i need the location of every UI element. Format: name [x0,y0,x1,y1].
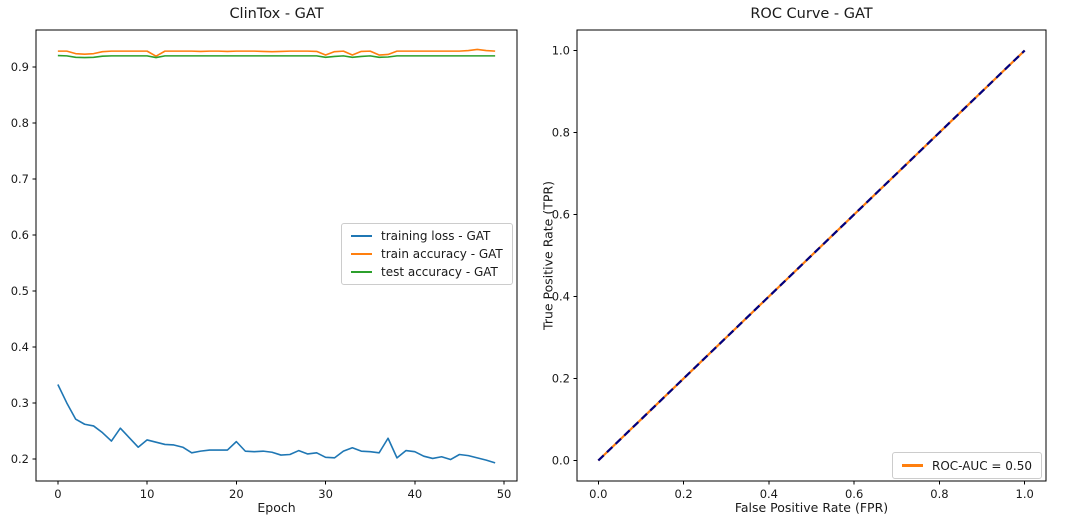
series-line [57,48,496,57]
legend-entry: ROC-AUC = 0.50 [901,457,1032,474]
x-tick-label: 10 [140,487,155,501]
legend-label: train accuracy - GAT [381,247,503,261]
plot-border [35,29,518,482]
x-tick-label: 0.0 [589,487,607,501]
y-tick-label: 0.8 [552,126,570,140]
tpr-axis-label: True Positive Rate (TPR) [540,181,556,330]
plot-border [576,29,1047,482]
y-tick-label: 0.8 [11,116,29,130]
x-tick-label: 40 [408,487,423,501]
x-tick-label: 0 [54,487,61,501]
y-tick-label: 0.5 [11,284,29,298]
legend-swatch [351,270,372,274]
legend-swatch [351,252,372,256]
x-tick-label: 0.4 [760,487,778,501]
y-tick-label: 0.6 [552,208,570,222]
legend-entry: training loss - GAT [351,228,503,244]
series-line [57,384,496,464]
legend-label: ROC-AUC = 0.50 [931,458,1032,473]
y-tick-label: 1.0 [552,44,570,58]
clintox-legend: training loss - GAT train accuracy - GAT t… [341,223,513,285]
x-tick-label: 50 [497,487,512,501]
series-line [57,54,496,59]
y-tick-label: 0.7 [11,172,29,186]
y-tick-label: 0.3 [11,396,29,410]
roc-legend: ROC-AUC = 0.50 [891,452,1042,479]
x-tick-label: 0.6 [845,487,863,501]
x-tick-label: 0.8 [930,487,948,501]
fpr-axis-label: False Positive Rate (FPR) [734,500,889,515]
series-line [597,49,1026,462]
legend-label: training loss - GAT [381,229,491,243]
legend-label: test accuracy - GAT [381,265,498,279]
y-tick-label: 0.6 [11,228,29,242]
legend-entry: test accuracy - GAT [351,264,503,280]
y-tick-label: 0.2 [11,452,29,466]
clintox-chart-title: ClinTox - GAT [229,6,324,22]
y-tick-label: 0.9 [11,60,29,74]
legend-swatch [351,234,372,238]
y-tick-label: 0.4 [11,340,29,354]
y-tick-label: 0.2 [552,372,570,386]
epoch-axis-label: Epoch [257,500,296,515]
y-tick-label: 0.4 [552,290,570,304]
y-tick-label: 0.0 [552,454,570,468]
x-tick-label: 30 [318,487,333,501]
legend-entry: train accuracy - GAT [351,246,503,262]
x-tick-label: 20 [229,487,244,501]
roc-chart-title: ROC Curve - GAT [750,6,873,22]
legend-swatch [901,464,923,467]
x-tick-label: 0.2 [674,487,692,501]
x-tick-label: 1.0 [1016,487,1034,501]
